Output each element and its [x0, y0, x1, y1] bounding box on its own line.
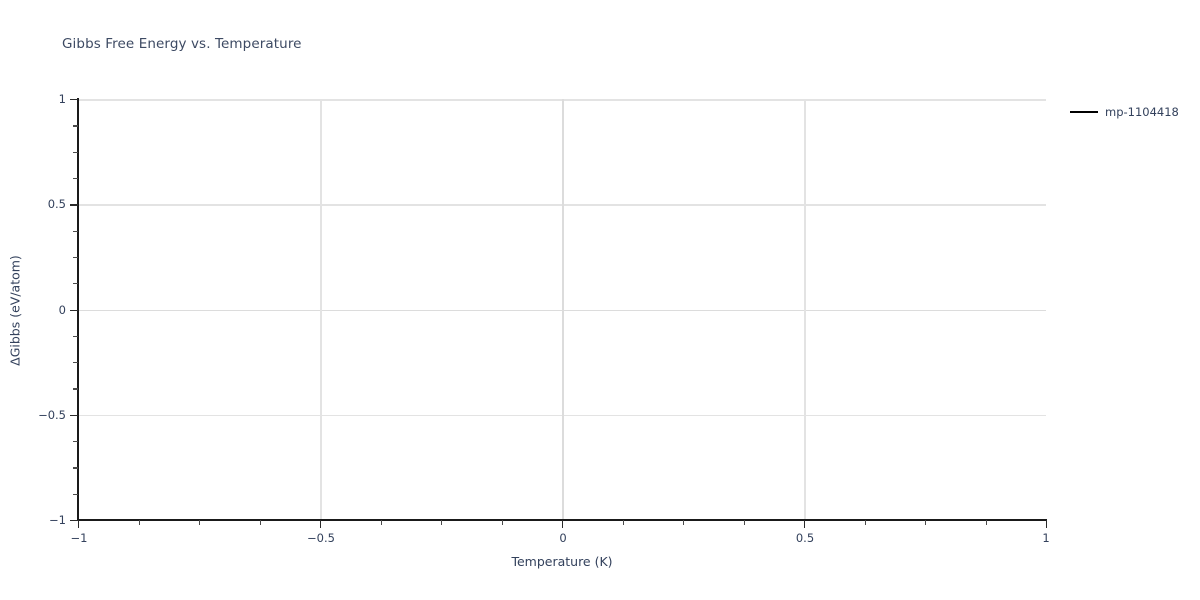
x-tick-minor [985, 520, 987, 525]
x-tick-minor [925, 520, 927, 525]
y-tick-minor [73, 335, 78, 338]
series-layer [78, 99, 1046, 520]
y-ticklabel-1: 1 [58, 92, 66, 106]
x-tick-major-1 [1046, 520, 1048, 528]
y-tick-major-neg1 [70, 519, 78, 521]
legend-entry-label: mp-1104418 [1105, 105, 1179, 119]
y-tick-major-0p5 [70, 204, 78, 206]
y-tick-major-0 [70, 309, 78, 311]
x-tick-minor [743, 520, 745, 525]
x-tick-major-0 [562, 520, 564, 528]
x-tick-minor [864, 520, 866, 525]
x-tick-minor [259, 520, 261, 525]
y-tick-minor [73, 467, 78, 469]
legend-line-swatch-icon [1070, 110, 1098, 114]
x-tick-minor [138, 520, 140, 525]
y-tick-minor [73, 493, 78, 495]
x-tick-minor [199, 520, 201, 525]
y-ticklabel-0: 0 [58, 302, 66, 317]
x-axis-label: Temperature (K) [511, 554, 613, 569]
axis-spine-bottom [77, 519, 1047, 521]
chart-legend: mp-1104418 [1070, 105, 1179, 119]
y-tick-minor [73, 362, 78, 364]
y-tick-minor [73, 230, 78, 232]
gridline-x-0p5 [804, 99, 806, 520]
y-tick-minor [73, 125, 78, 127]
x-ticklabel-neg1: −1 [70, 531, 88, 545]
x-tick-minor [380, 520, 382, 525]
chart-title: Gibbs Free Energy vs. Temperature [62, 36, 302, 52]
x-tick-minor [683, 520, 685, 525]
x-ticklabel-1: 1 [1042, 531, 1050, 545]
x-tick-major-neg1 [78, 520, 80, 528]
x-tick-major-0p5 [804, 520, 806, 528]
x-ticklabel-0: 0 [559, 531, 567, 545]
x-tick-minor [441, 520, 443, 525]
y-tick-minor [73, 441, 78, 443]
gridline-x-0 [562, 99, 564, 520]
gridline-x-neg0p5 [320, 99, 322, 520]
y-ticklabel-neg1: −1 [49, 512, 66, 527]
y-tick-minor [73, 177, 78, 180]
y-tick-minor [73, 388, 78, 390]
y-tick-major-neg0p5 [70, 414, 78, 417]
y-axis-label: ΔGibbs (eV/atom) [7, 255, 23, 366]
y-tick-minor [73, 283, 78, 285]
plot-area [78, 99, 1046, 521]
x-ticklabel-neg0p5: −0.5 [307, 531, 335, 545]
x-tick-minor [622, 520, 624, 525]
legend-entry-mp-1104418[interactable]: mp-1104418 [1070, 105, 1179, 119]
x-tick-major-neg0p5 [320, 520, 322, 528]
y-ticklabel-0p5: 0.5 [47, 197, 66, 211]
y-tick-major-1 [70, 99, 78, 101]
x-ticklabel-0p5: 0.5 [795, 531, 815, 545]
y-ticklabel-neg0p5: −0.5 [38, 407, 66, 422]
y-tick-minor [73, 256, 78, 259]
x-tick-minor [501, 520, 503, 525]
y-tick-minor [73, 151, 78, 153]
